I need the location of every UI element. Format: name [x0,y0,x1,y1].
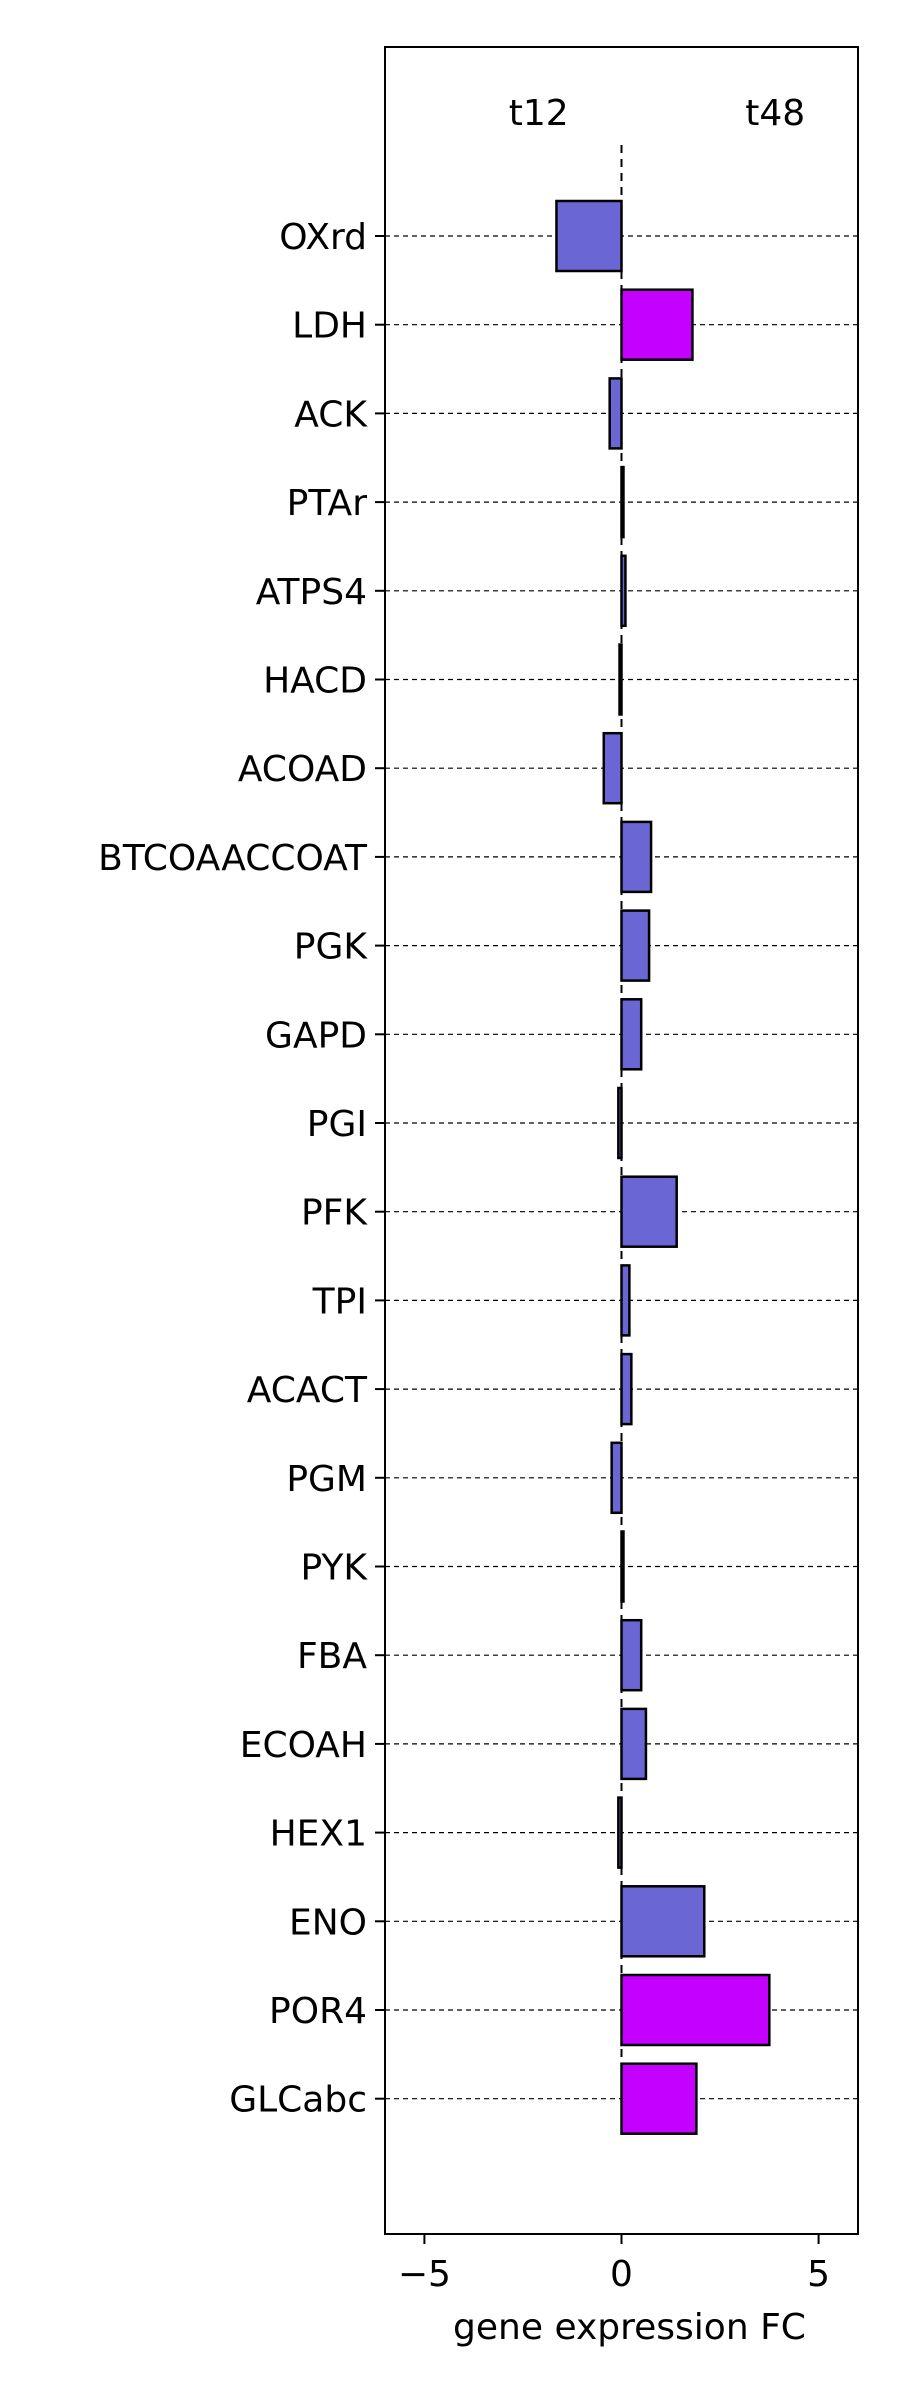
bar-ptar [620,465,625,539]
category-label: GAPD [265,1015,367,1056]
category-label: LDH [292,306,367,347]
x-ticks: −5 0 5 [398,2234,830,2295]
category-label: ATPS4 [256,572,367,613]
category-label: ACK [294,394,368,435]
category-labels: OXrd LDH ACK PTAr ATPS4 HACD ACOAD BTCOAACCOAT P… [98,217,368,2121]
annotation-t12: t12 [509,93,569,134]
bar-fba [620,1618,643,1692]
bar-pgm [610,1441,623,1515]
category-ticks [375,235,385,2100]
category-label: FBA [297,1636,367,1677]
x-tick-label: −5 [398,2254,451,2295]
category-label: PGM [286,1459,367,1500]
bar-atps4 [620,554,627,628]
bar-glcabc [620,2062,698,2135]
bar-pgi [617,1086,623,1160]
category-label: PGK [294,927,369,968]
bar-gapd [620,998,643,1071]
category-label: HEX1 [270,1814,367,1855]
category-label: GLCabc [229,2080,367,2121]
bar-ecoah [620,1707,648,1781]
category-label: ACOAD [238,749,367,790]
category-label: OXrd [279,217,367,258]
category-label: PFK [301,1193,368,1234]
x-tick-label: 5 [807,2254,830,2295]
category-label: ACACT [247,1370,368,1411]
category-label: ENO [289,1902,367,1943]
bar-ldh [620,288,694,361]
bar-pyk [620,1530,625,1603]
bar-hacd [618,643,623,716]
x-tick-label: 0 [610,2254,633,2295]
category-label: HACD [263,661,367,702]
category-label: PTAr [287,483,368,524]
bar-hex1 [617,1796,623,1869]
bar-tpi [620,1264,631,1337]
bar-pgk [620,909,651,982]
plot-frame [384,46,859,2235]
category-label: POR4 [269,1991,367,2032]
category-label: BTCOAACCOAT [98,838,368,879]
bar-oxrd [555,199,623,273]
bar-acoad [602,731,623,805]
category-label: ECOAH [240,1725,367,1766]
annotations: t12 t48 [509,93,805,134]
bar-pfk [620,1175,678,1248]
bar-btcoaaccoat [620,820,653,894]
x-axis-title: gene expression FC [453,2307,806,2348]
category-label: TPI [312,1281,367,1322]
bars [555,199,771,2135]
bar-eno [620,1885,706,1958]
category-label: PGI [307,1104,367,1145]
category-label: PYK [300,1548,368,1589]
bar-ack [608,377,623,450]
bar-por4 [620,1973,771,2047]
annotation-t48: t48 [745,93,805,134]
bar-acact [620,1352,633,1426]
